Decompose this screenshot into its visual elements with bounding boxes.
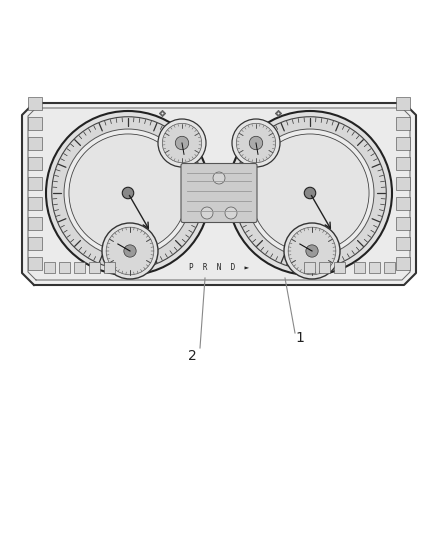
Text: P  R  N  D  ►: P R N D ► bbox=[189, 262, 249, 271]
Bar bbox=[396, 157, 410, 170]
Circle shape bbox=[234, 117, 386, 269]
Circle shape bbox=[213, 172, 225, 184]
Bar bbox=[304, 262, 315, 273]
Bar bbox=[28, 257, 42, 270]
Bar bbox=[396, 197, 410, 210]
Bar bbox=[354, 262, 365, 273]
Circle shape bbox=[249, 136, 263, 150]
Circle shape bbox=[102, 223, 158, 279]
Circle shape bbox=[69, 134, 187, 252]
Circle shape bbox=[46, 111, 210, 275]
Circle shape bbox=[288, 227, 336, 275]
Circle shape bbox=[162, 123, 201, 163]
Bar bbox=[396, 177, 410, 190]
FancyBboxPatch shape bbox=[181, 164, 257, 222]
Bar bbox=[334, 262, 345, 273]
Polygon shape bbox=[28, 108, 410, 280]
Bar bbox=[396, 257, 410, 270]
Circle shape bbox=[225, 207, 237, 219]
Polygon shape bbox=[22, 103, 416, 285]
Circle shape bbox=[284, 223, 340, 279]
Bar bbox=[44, 262, 55, 273]
Bar bbox=[59, 262, 70, 273]
Circle shape bbox=[306, 245, 318, 257]
Bar bbox=[28, 97, 42, 110]
Bar bbox=[369, 262, 380, 273]
Bar bbox=[384, 262, 395, 273]
Bar bbox=[28, 217, 42, 230]
Text: 1: 1 bbox=[296, 331, 304, 345]
Circle shape bbox=[201, 207, 213, 219]
Bar bbox=[396, 237, 410, 250]
Bar bbox=[28, 237, 42, 250]
Circle shape bbox=[175, 136, 189, 150]
Circle shape bbox=[64, 129, 192, 257]
Bar bbox=[28, 117, 42, 130]
Bar bbox=[104, 262, 115, 273]
Text: 2: 2 bbox=[187, 349, 196, 363]
Circle shape bbox=[246, 129, 374, 257]
Bar bbox=[396, 97, 410, 110]
Bar bbox=[89, 262, 100, 273]
Bar bbox=[28, 177, 42, 190]
Circle shape bbox=[122, 187, 134, 199]
Circle shape bbox=[124, 245, 136, 257]
Bar bbox=[319, 262, 330, 273]
Circle shape bbox=[228, 111, 392, 275]
Circle shape bbox=[232, 119, 280, 167]
Circle shape bbox=[304, 187, 316, 199]
Circle shape bbox=[106, 227, 154, 275]
Bar bbox=[74, 262, 85, 273]
Bar bbox=[396, 137, 410, 150]
Circle shape bbox=[251, 134, 369, 252]
Circle shape bbox=[237, 123, 276, 163]
Circle shape bbox=[52, 117, 204, 269]
Bar bbox=[396, 117, 410, 130]
Bar bbox=[28, 137, 42, 150]
Bar bbox=[28, 197, 42, 210]
Circle shape bbox=[158, 119, 206, 167]
Bar bbox=[28, 157, 42, 170]
Bar bbox=[396, 217, 410, 230]
